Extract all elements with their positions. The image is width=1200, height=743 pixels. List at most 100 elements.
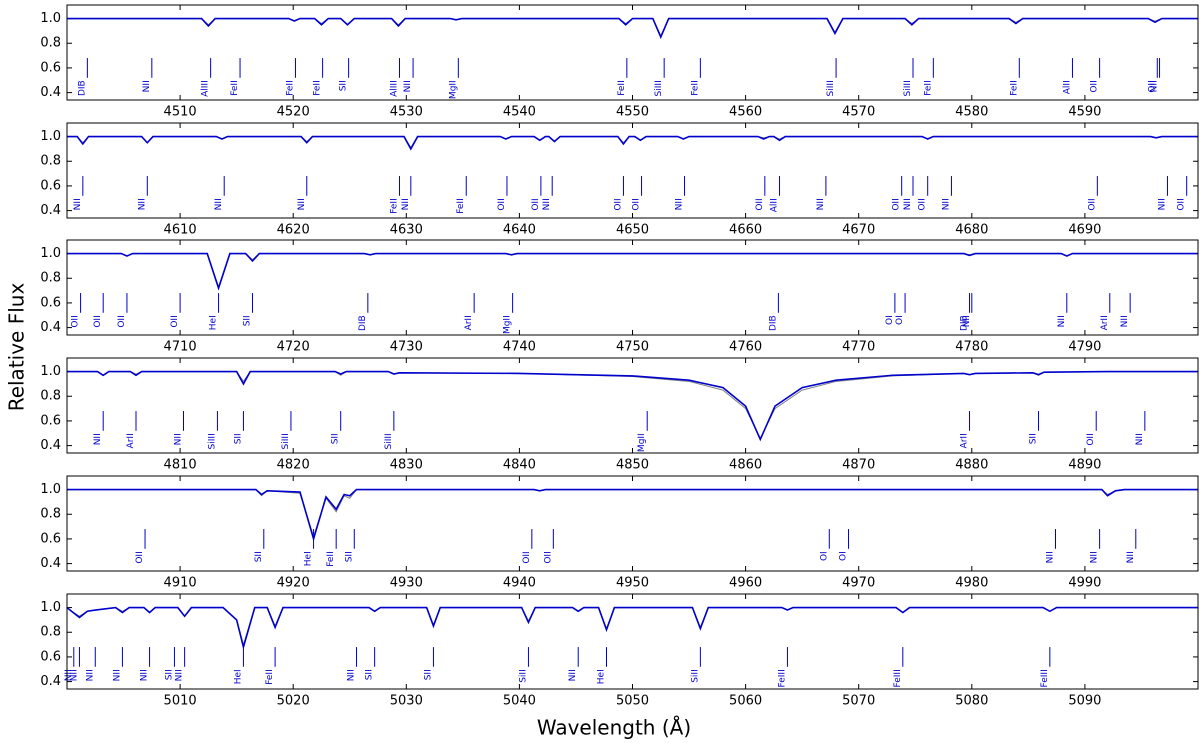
line-label: DIB xyxy=(768,315,778,331)
line-label: SiIII xyxy=(903,80,913,96)
line-label: SII xyxy=(423,669,433,680)
x-tick-label: 4690 xyxy=(1068,223,1101,238)
line-label: NII xyxy=(347,669,357,681)
line-label: NII xyxy=(816,198,826,210)
x-tick-label: 4890 xyxy=(1068,458,1101,473)
line-label: OI xyxy=(885,315,895,325)
line-label: SII xyxy=(331,433,341,444)
x-tick-label: 4740 xyxy=(503,340,536,355)
x-tick-label: 4670 xyxy=(842,223,875,238)
panel: 0.4 0.6 0.8 1.0 5010 5020 5030 5040 5050 5060 5070… xyxy=(40,593,1199,709)
line-label: OI xyxy=(839,551,849,561)
line-label: NII xyxy=(64,669,74,681)
x-tick-label: 4790 xyxy=(1068,340,1101,355)
x-tick-label: 4660 xyxy=(729,223,762,238)
y-tick-label: 0.4 xyxy=(40,438,61,453)
line-label: FeIII xyxy=(1040,669,1050,687)
line-label: OII xyxy=(918,198,928,210)
line-label: MgII xyxy=(503,315,513,334)
x-tick-label: 4720 xyxy=(277,340,310,355)
x-tick-label: 4610 xyxy=(164,223,197,238)
spectrum-line xyxy=(67,18,1198,38)
line-label: NII xyxy=(903,198,913,210)
y-tick-label: 0.4 xyxy=(40,85,61,100)
line-label: SII xyxy=(344,551,354,562)
line-label: HeI xyxy=(596,669,606,684)
line-label: FeII xyxy=(265,669,275,685)
x-tick-label: 4980 xyxy=(955,576,988,591)
y-tick-label: 1.0 xyxy=(40,246,61,261)
line-label: OII xyxy=(892,198,902,210)
line-label: OII xyxy=(1177,198,1187,210)
x-tick-label: 4770 xyxy=(842,340,875,355)
line-label: MgII xyxy=(448,80,458,99)
y-tick-label: 0.8 xyxy=(40,625,61,640)
x-tick-label: 4760 xyxy=(729,340,762,355)
line-label: SiII xyxy=(518,669,528,683)
line-label: OII xyxy=(522,551,532,563)
panel: 0.4 0.6 0.8 1.0 4810 4820 4830 4840 4850 4860 4870… xyxy=(40,357,1199,473)
x-tick-label: 4910 xyxy=(164,576,197,591)
line-label: NII xyxy=(142,80,152,92)
x-tick-label: 4710 xyxy=(164,340,197,355)
line-label: FeII xyxy=(456,198,466,214)
line-label: OII xyxy=(531,198,541,210)
spectrum-line xyxy=(67,606,1198,651)
x-tick-label: 4820 xyxy=(277,458,310,473)
x-tick-label: 4570 xyxy=(842,105,875,120)
line-label: SiII xyxy=(690,669,700,683)
line-label: SiIII xyxy=(384,433,394,449)
line-label: OII xyxy=(135,551,145,563)
line-label: OI xyxy=(895,315,905,325)
line-label: OII xyxy=(1147,80,1157,92)
line-label: OII xyxy=(170,315,180,327)
line-label: SiIII xyxy=(826,80,836,96)
line-label: SII xyxy=(233,433,243,444)
line-label: NII xyxy=(401,198,411,210)
y-tick-label: 1.0 xyxy=(40,364,61,379)
y-tick-label: 0.8 xyxy=(40,507,61,522)
line-label: FeII xyxy=(285,80,295,96)
plot-frame xyxy=(66,122,1199,219)
y-tick-label: 0.4 xyxy=(40,203,61,218)
line-label: NII xyxy=(1090,551,1100,563)
x-tick-label: 4540 xyxy=(503,105,536,120)
line-label: NII xyxy=(1057,315,1067,327)
y-tick-label: 0.6 xyxy=(40,60,61,75)
line-label: ArII xyxy=(960,433,970,448)
line-label: HeI xyxy=(209,315,219,330)
x-tick-label: 4810 xyxy=(164,458,197,473)
line-label: NII xyxy=(85,669,95,681)
line-label: HeI xyxy=(304,551,314,566)
x-tick-label: 4640 xyxy=(503,223,536,238)
x-tick-label: 4970 xyxy=(842,576,875,591)
line-label: NII xyxy=(73,198,83,210)
y-tick-label: 0.6 xyxy=(40,178,61,193)
x-tick-label: 4680 xyxy=(955,223,988,238)
x-tick-label: 4780 xyxy=(955,340,988,355)
x-tick-label: 4530 xyxy=(390,105,423,120)
line-label: NII xyxy=(675,198,685,210)
plot-frame xyxy=(66,475,1199,572)
x-tick-label: 4550 xyxy=(616,105,649,120)
y-tick-label: 0.6 xyxy=(40,649,61,664)
line-label: DIB xyxy=(77,80,87,96)
spectrum-line xyxy=(67,253,1198,289)
line-label: AlIII xyxy=(390,80,400,97)
x-tick-label: 4590 xyxy=(1068,105,1101,120)
x-tick-label: 4630 xyxy=(390,223,423,238)
line-label: NII xyxy=(941,198,951,210)
x-tick-label: 5080 xyxy=(955,694,988,709)
x-tick-label: 4930 xyxy=(390,576,423,591)
line-label: NII xyxy=(962,315,972,327)
line-label: OII xyxy=(755,198,765,210)
line-label: NII xyxy=(137,198,147,210)
line-label: OII xyxy=(93,315,103,327)
line-label: OII xyxy=(613,198,623,210)
line-label: FeII xyxy=(313,80,323,96)
line-label: ArII xyxy=(126,433,136,448)
line-label: NII xyxy=(93,433,103,445)
line-label: DIB xyxy=(960,315,970,331)
spectrum-line xyxy=(67,371,1198,440)
spectrum-line xyxy=(67,488,1198,542)
